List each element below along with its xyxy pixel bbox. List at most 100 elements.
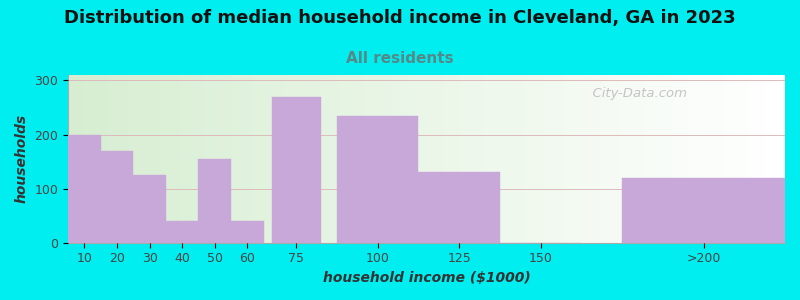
Bar — [534, 75, 537, 243]
Bar — [331, 75, 334, 243]
Text: City-Data.com: City-Data.com — [584, 87, 687, 100]
Bar — [418, 172, 500, 243]
Bar — [235, 75, 238, 243]
Bar — [266, 75, 269, 243]
Bar — [295, 75, 298, 243]
Bar — [326, 75, 329, 243]
Bar — [152, 75, 154, 243]
Bar — [465, 75, 467, 243]
Bar — [128, 75, 130, 243]
Bar — [230, 75, 233, 243]
Bar — [460, 75, 462, 243]
Bar — [467, 75, 470, 243]
Bar — [768, 75, 770, 243]
Bar — [252, 75, 254, 243]
Bar — [324, 75, 326, 243]
Bar — [484, 75, 486, 243]
Bar — [70, 75, 73, 243]
Bar — [274, 75, 276, 243]
Bar — [395, 75, 398, 243]
Bar — [82, 75, 85, 243]
Bar — [271, 75, 274, 243]
Bar — [477, 75, 479, 243]
Bar — [615, 75, 618, 243]
Bar — [699, 75, 702, 243]
Bar — [558, 75, 560, 243]
Bar — [109, 75, 111, 243]
Bar — [278, 75, 281, 243]
Bar — [186, 75, 188, 243]
Bar — [472, 75, 474, 243]
Bar — [262, 75, 264, 243]
Bar — [510, 75, 513, 243]
Bar — [685, 75, 687, 243]
Bar — [601, 75, 603, 243]
Bar — [126, 75, 128, 243]
Bar — [226, 75, 228, 243]
Bar — [247, 75, 250, 243]
Bar — [680, 75, 682, 243]
Bar — [728, 75, 730, 243]
Bar — [376, 75, 378, 243]
X-axis label: household income ($1000): household income ($1000) — [322, 271, 530, 285]
Bar — [630, 75, 632, 243]
Bar — [164, 75, 166, 243]
Bar — [766, 75, 768, 243]
Bar — [565, 75, 567, 243]
Bar — [334, 75, 336, 243]
Bar — [746, 75, 749, 243]
Bar — [572, 75, 574, 243]
Bar — [365, 75, 367, 243]
Bar — [637, 75, 639, 243]
Bar — [259, 75, 262, 243]
Bar — [290, 75, 293, 243]
Bar — [250, 75, 252, 243]
Bar — [118, 75, 121, 243]
Bar — [627, 75, 630, 243]
Bar — [202, 75, 204, 243]
Bar — [386, 75, 388, 243]
Bar — [589, 75, 591, 243]
Bar — [670, 75, 673, 243]
Bar — [714, 75, 716, 243]
Bar — [286, 75, 288, 243]
Bar — [570, 75, 572, 243]
Bar — [431, 75, 434, 243]
Bar — [242, 75, 245, 243]
Bar — [539, 75, 542, 243]
Bar — [322, 75, 324, 243]
Bar — [336, 75, 338, 243]
Bar — [228, 75, 230, 243]
Bar — [194, 75, 197, 243]
Bar — [508, 75, 510, 243]
Bar — [104, 75, 106, 243]
Bar — [744, 75, 746, 243]
Bar — [654, 75, 656, 243]
Bar — [721, 75, 723, 243]
Bar — [455, 75, 458, 243]
Bar — [157, 75, 159, 243]
Bar — [532, 75, 534, 243]
Bar — [474, 75, 477, 243]
Bar — [116, 75, 118, 243]
Bar — [525, 75, 527, 243]
Bar — [491, 75, 494, 243]
Bar — [782, 75, 785, 243]
Bar — [603, 75, 606, 243]
Bar — [381, 75, 383, 243]
Bar — [716, 75, 718, 243]
Bar — [171, 75, 174, 243]
Bar — [138, 75, 140, 243]
Bar — [598, 75, 601, 243]
Bar — [661, 75, 663, 243]
Bar — [254, 75, 257, 243]
Bar — [407, 75, 410, 243]
Bar — [441, 75, 443, 243]
Bar — [687, 75, 690, 243]
Bar — [591, 75, 594, 243]
Bar — [101, 151, 134, 243]
Bar — [424, 75, 426, 243]
Bar — [73, 75, 75, 243]
Bar — [134, 175, 166, 243]
Bar — [198, 159, 231, 243]
